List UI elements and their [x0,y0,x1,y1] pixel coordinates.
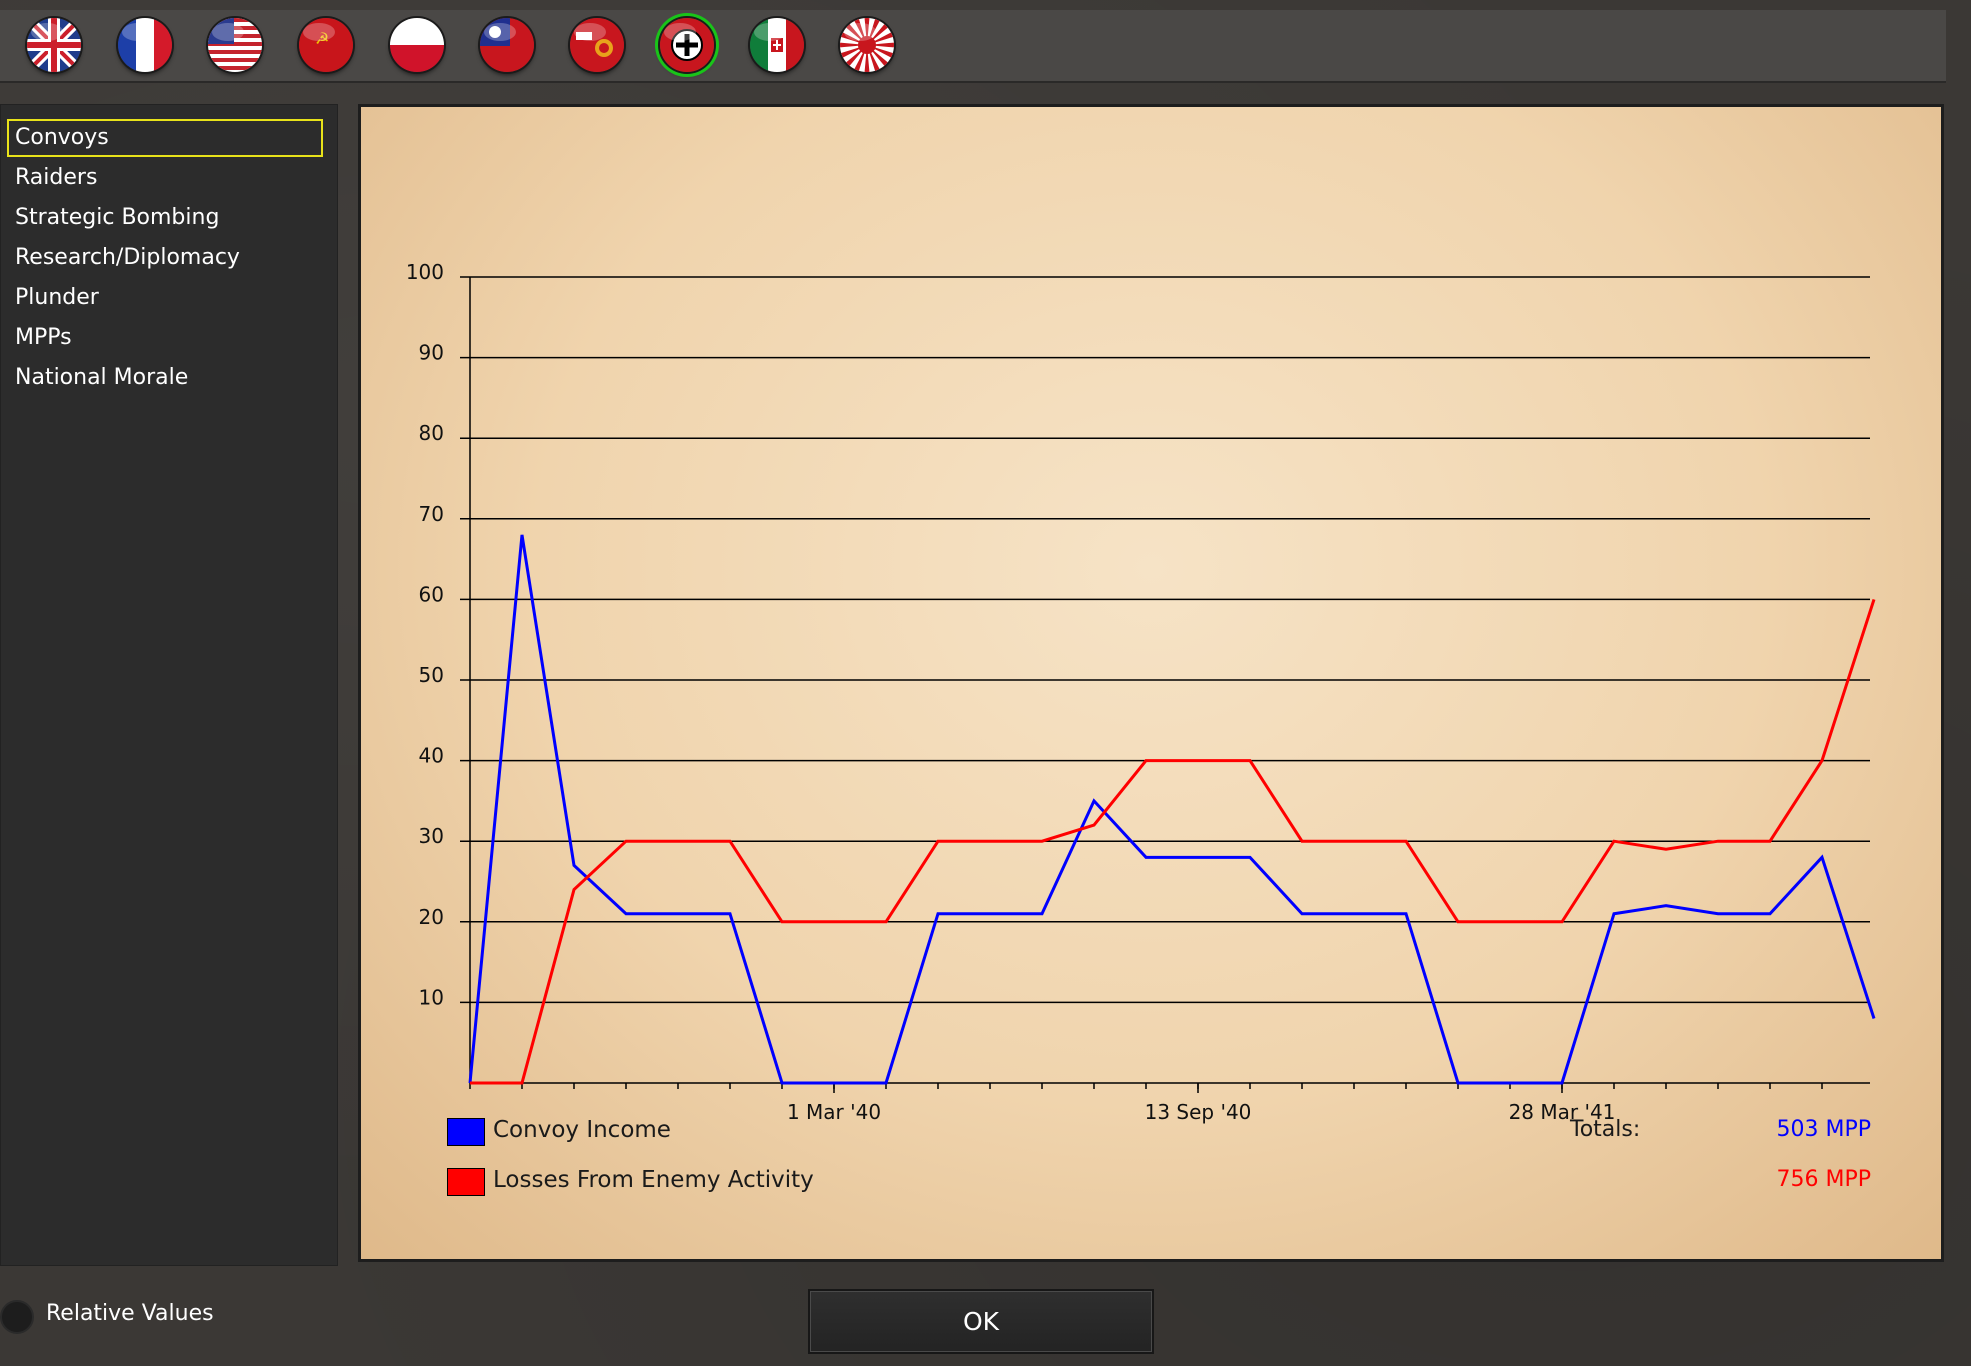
totals-label: Totals: [1570,1117,1641,1142]
y-tick-label-100: 100 [406,260,444,284]
legend-label-losses: Losses From Enemy Activity [493,1167,814,1193]
sidebar-item-mpps[interactable]: MPPs [15,325,72,350]
x-tick-label-0: 1 Mar '40 [787,1100,881,1124]
italy-flag-icon[interactable] [750,18,804,72]
total-convoy-income: 503 MPP [1776,1117,1872,1142]
y-tick-label-50: 50 [419,663,444,687]
legend-swatch-losses [447,1168,485,1196]
ottoman-flag-icon[interactable] [570,18,624,72]
svg-text:☭: ☭ [315,29,329,48]
report-category-list: Convoys Raiders Strategic Bombing Research/… [0,104,338,1266]
series-line-convoy-income [468,534,1876,1085]
total-losses: 756 MPP [1776,1167,1872,1192]
sidebar-item-convoys[interactable]: Convoys [7,119,323,157]
ok-button[interactable]: OK [808,1289,1154,1354]
chart-panel: 10 20 30 40 50 60 70 80 90 100 1 Mar '40 13 Sep '40… [358,104,1944,1262]
nation-flag-bar: ☭ [0,10,1946,83]
x-tick-label-1: 13 Sep '40 [1145,1100,1252,1124]
ussr-flag-icon[interactable]: ☭ [299,18,353,72]
china-flag-icon[interactable] [480,18,534,72]
relative-values-label: Relative Values [46,1301,214,1326]
y-tick-label-30: 30 [419,824,444,848]
usa-flag-icon[interactable] [208,18,262,72]
legend-swatch-convoy-income [447,1118,485,1146]
y-tick-label-90: 90 [419,341,444,365]
sidebar-item-research-diplomacy[interactable]: Research/Diplomacy [15,245,240,270]
sidebar-item-raiders[interactable]: Raiders [15,165,98,190]
y-tick-label-10: 10 [419,985,444,1009]
poland-flag-icon[interactable] [390,18,444,72]
sidebar-item-plunder[interactable]: Plunder [15,285,99,310]
sidebar-item-national-morale[interactable]: National Morale [15,365,189,390]
y-tick-label-70: 70 [419,502,444,526]
y-tick-label-60: 60 [419,582,444,606]
y-tick-label-40: 40 [419,744,444,768]
series-line-losses-from-enemy-activity [470,598,1876,1085]
france-flag-icon[interactable] [118,18,172,72]
y-tick-label-80: 80 [419,421,444,445]
japan-flag-icon[interactable] [840,18,894,72]
y-tick-label-20: 20 [419,905,444,929]
relative-values-toggle[interactable] [0,1300,34,1334]
uk-flag-icon[interactable] [27,18,81,72]
sidebar-item-strategic-bombing[interactable]: Strategic Bombing [15,205,220,230]
convoy-line-chart: 10 20 30 40 50 60 70 80 90 100 1 Mar '40 13 Sep '40… [406,260,1876,1124]
legend-label-convoy-income: Convoy Income [493,1117,671,1143]
x-tick-label-2: 28 Mar '41 [1509,1100,1616,1124]
germany-flag-icon[interactable] [660,18,714,72]
